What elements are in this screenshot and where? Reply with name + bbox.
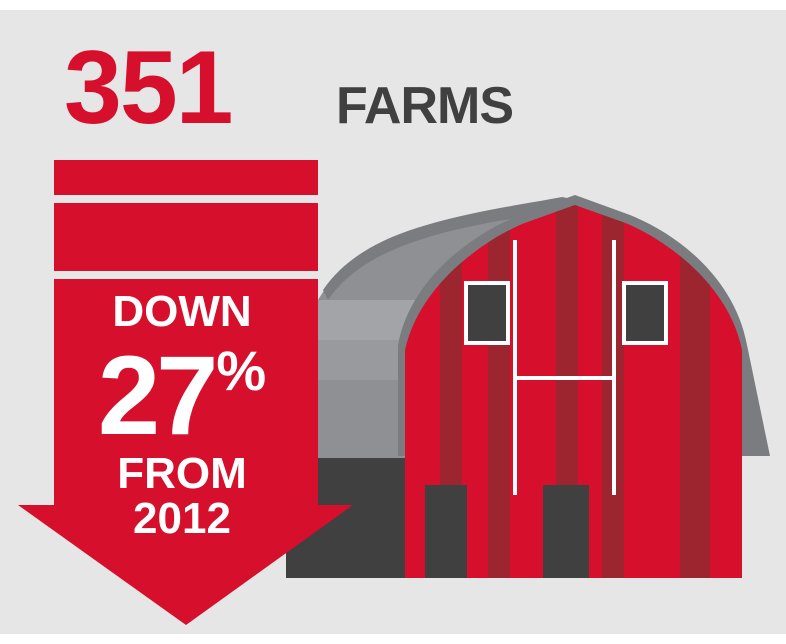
barn-stripe <box>440 205 462 578</box>
barn-window-left <box>464 281 510 345</box>
arrow-body <box>18 279 353 625</box>
farm-count-unit: FARMS <box>336 77 514 135</box>
change-direction-label: DOWN <box>112 287 252 336</box>
change-percent-value: 27 <box>97 333 219 458</box>
barn-door-center <box>543 485 589 578</box>
barn-stripe <box>488 205 510 578</box>
farm-count: 351 <box>64 30 234 146</box>
change-base-year: 2012 <box>133 494 231 543</box>
percent-sign: % <box>216 339 267 402</box>
change-from-label: FROM <box>117 449 247 498</box>
barn-stripe <box>556 205 578 578</box>
barn-window-right <box>622 281 668 345</box>
barn-door-left <box>425 485 467 578</box>
arrow-bar-top <box>54 160 318 195</box>
change-percent: 27% <box>62 340 302 452</box>
barn-main <box>398 195 770 578</box>
arrow-bar-middle <box>54 203 318 271</box>
down-arrow <box>18 160 353 625</box>
barn-door-frame <box>513 240 616 495</box>
